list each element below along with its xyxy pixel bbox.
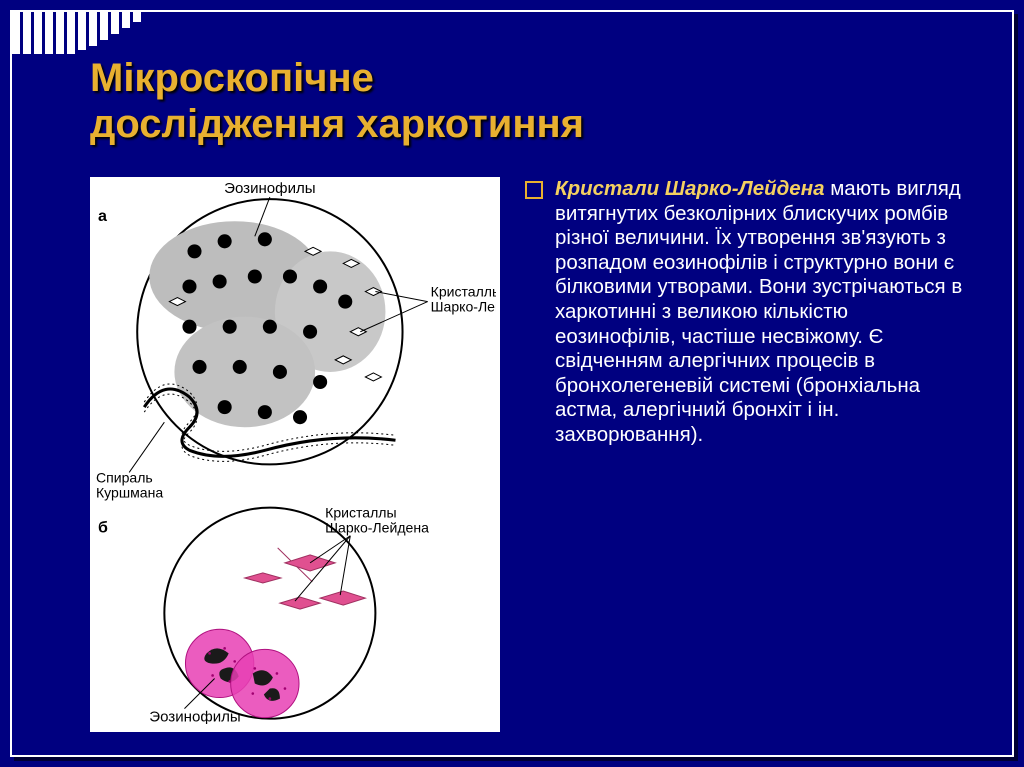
title-line-1: Мікроскопічне: [90, 56, 374, 100]
marker-a: а: [98, 207, 108, 225]
body-text-column: Кристали Шарко-Лейдена мають вигляд витя…: [525, 177, 970, 732]
marker-b: б: [98, 519, 108, 537]
label-eosinophils-top: Эозинофилы: [224, 181, 315, 197]
body-text: мають вигляд витягнутих безколірних блис…: [555, 177, 962, 446]
microscopy-figure: Эозинофилы Кристаллы Шарко-Лейдена Спира…: [90, 177, 500, 732]
label-eosinophils-bot: Эозинофилы: [149, 709, 240, 724]
corner-decoration: [12, 12, 144, 54]
bullet-icon: [525, 181, 543, 199]
slide-content: Мікроскопічне дослідження харкотиння: [90, 55, 970, 732]
title-line-2: дослідження харкотиння: [90, 102, 584, 146]
label-spiral-1: Спираль: [96, 469, 153, 485]
label-crystals-top-1: Кристаллы: [431, 284, 496, 300]
paragraph: Кристали Шарко-Лейдена мають вигляд витя…: [555, 177, 970, 448]
label-spiral-2: Куршмана: [96, 485, 163, 501]
slide-title: Мікроскопічне дослідження харкотиння: [90, 55, 970, 147]
label-crystals-bot-1: Кристаллы: [325, 505, 396, 521]
label-crystals-bot-2: Шарко-Лейдена: [325, 520, 429, 536]
lead-term: Кристали Шарко-Лейдена: [555, 177, 825, 200]
label-crystals-top-2: Шарко-Лейдена: [431, 299, 496, 315]
